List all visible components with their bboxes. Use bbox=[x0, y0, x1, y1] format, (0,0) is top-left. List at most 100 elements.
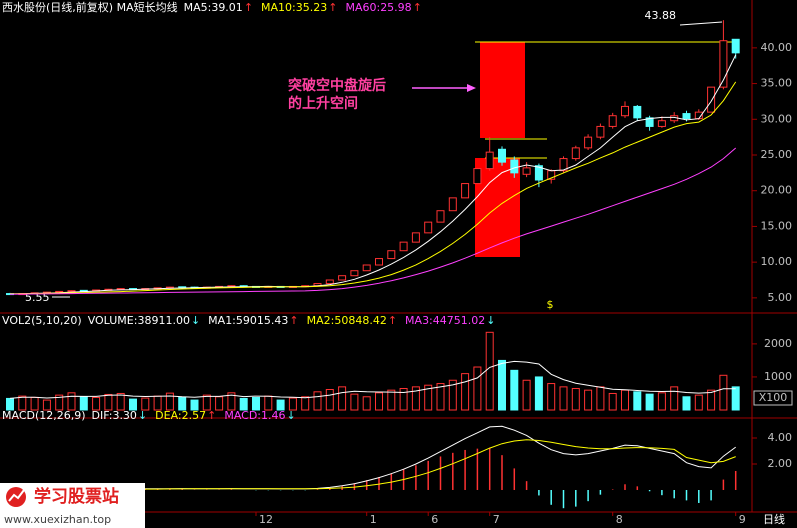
candle-body bbox=[461, 183, 470, 199]
x-tick-label: 1 bbox=[370, 513, 377, 526]
volume-bar bbox=[178, 396, 187, 411]
annotation-text: 的上升空间 bbox=[288, 95, 358, 112]
line bbox=[9, 147, 737, 295]
volume-bar bbox=[571, 388, 580, 411]
volume-bar bbox=[534, 376, 543, 411]
legend-arrow: ↓ bbox=[138, 409, 147, 422]
volume-bar bbox=[731, 386, 740, 411]
volume-bar bbox=[621, 389, 629, 411]
watermark-logo-line bbox=[8, 489, 25, 502]
x-tick-label: 12 bbox=[259, 513, 273, 526]
y-tick-label: 40.00 bbox=[761, 41, 793, 54]
volume-bar bbox=[202, 394, 211, 411]
volume-bar bbox=[313, 391, 322, 411]
candle-body bbox=[325, 279, 334, 285]
y-tick-label: 1000 bbox=[764, 370, 792, 383]
volume-bar bbox=[288, 397, 297, 411]
candle-body bbox=[534, 165, 543, 181]
candle-body bbox=[411, 232, 420, 243]
volume-bar bbox=[387, 389, 396, 411]
volume-bar bbox=[42, 399, 51, 411]
candle-body bbox=[362, 264, 371, 272]
volume-bar bbox=[55, 394, 64, 411]
legend-text: VOLUME:38911.00 bbox=[88, 314, 190, 327]
line bbox=[9, 360, 736, 399]
x-tick-label: 8 bbox=[616, 513, 623, 526]
volume-bar bbox=[498, 359, 506, 411]
candle-body bbox=[559, 158, 568, 172]
volume-bar bbox=[264, 395, 273, 411]
volume-bar bbox=[645, 393, 654, 411]
panel-title: MACD(12,26,9) bbox=[2, 409, 86, 422]
volume-bar bbox=[633, 391, 642, 411]
legend-arrow: ↓ bbox=[486, 314, 495, 327]
volume-bar bbox=[670, 386, 679, 411]
legend-arrow: ↓ bbox=[191, 314, 200, 327]
volume-bar bbox=[707, 389, 716, 411]
volume-bar bbox=[719, 374, 728, 411]
legend-text: MA5:39.01 bbox=[184, 1, 243, 14]
high-label: 43.88 bbox=[645, 9, 677, 22]
y-tick-label: 15.00 bbox=[761, 219, 793, 232]
volume-bar bbox=[239, 397, 248, 411]
annotation-arrow-head bbox=[467, 84, 476, 92]
candle-body bbox=[657, 120, 666, 127]
y-tick-label: 10.00 bbox=[761, 255, 793, 268]
candle-body bbox=[448, 197, 457, 212]
unit-label: X100 bbox=[759, 391, 788, 404]
y-tick-label: 5.00 bbox=[768, 291, 793, 304]
candle-body bbox=[473, 168, 482, 185]
volume-bar bbox=[485, 331, 494, 411]
candle-body bbox=[436, 210, 445, 223]
candle-body bbox=[424, 221, 433, 234]
candle-body bbox=[633, 105, 642, 119]
line bbox=[9, 54, 737, 295]
legend-text: MA1:59015.43 bbox=[208, 314, 288, 327]
volume-bar bbox=[227, 392, 236, 411]
volume-bar bbox=[252, 396, 260, 411]
volume-bar bbox=[276, 399, 285, 411]
volume-bar bbox=[350, 393, 359, 411]
candle-body bbox=[387, 250, 396, 260]
volume-bar bbox=[461, 373, 470, 411]
legend-arrow: ↓ bbox=[287, 409, 296, 422]
volume-bar bbox=[657, 392, 666, 411]
volume-bar bbox=[424, 384, 433, 411]
volume-bar bbox=[436, 383, 445, 411]
highlight-box bbox=[480, 42, 525, 138]
candle-body bbox=[584, 136, 593, 149]
candle-body bbox=[571, 147, 580, 160]
candle-body bbox=[399, 241, 408, 252]
watermark-title: 学习股票站 bbox=[34, 486, 119, 507]
period-label: 日线 bbox=[763, 512, 785, 526]
candle-body bbox=[338, 275, 347, 281]
legend-text: MA10:35.23 bbox=[261, 1, 327, 14]
candle-body bbox=[510, 159, 519, 174]
volume-bar bbox=[153, 395, 162, 411]
volume-bar bbox=[596, 386, 605, 411]
annotation-text: 突破空中盘旋后 bbox=[288, 77, 386, 94]
y-tick-label: 2.00 bbox=[768, 457, 793, 470]
panel-title: VOL2(5,10,20) bbox=[2, 314, 82, 327]
volume-bar bbox=[6, 397, 14, 411]
volume-bar bbox=[584, 389, 593, 411]
y-tick-label: 25.00 bbox=[761, 148, 793, 161]
y-tick-label: 2000 bbox=[764, 337, 792, 350]
volume-bar bbox=[141, 397, 150, 411]
legend-arrow: ↑ bbox=[413, 1, 422, 14]
volume-bar bbox=[165, 392, 174, 411]
legend-text: MACD:1.46 bbox=[224, 409, 285, 422]
x-tick-label: 9 bbox=[739, 513, 746, 526]
volume-bar bbox=[338, 386, 347, 411]
candle-body bbox=[498, 148, 506, 163]
candle-body bbox=[485, 151, 494, 170]
volume-bar bbox=[608, 392, 617, 411]
candle-body bbox=[375, 258, 383, 266]
x-tick-label: 7 bbox=[493, 513, 500, 526]
candle-body bbox=[707, 86, 716, 113]
x-tick-label: 6 bbox=[431, 513, 438, 526]
legend-text: MA2:50848.42 bbox=[307, 314, 387, 327]
candle-body bbox=[596, 125, 605, 138]
legend-text: MA3:44751.02 bbox=[405, 314, 485, 327]
